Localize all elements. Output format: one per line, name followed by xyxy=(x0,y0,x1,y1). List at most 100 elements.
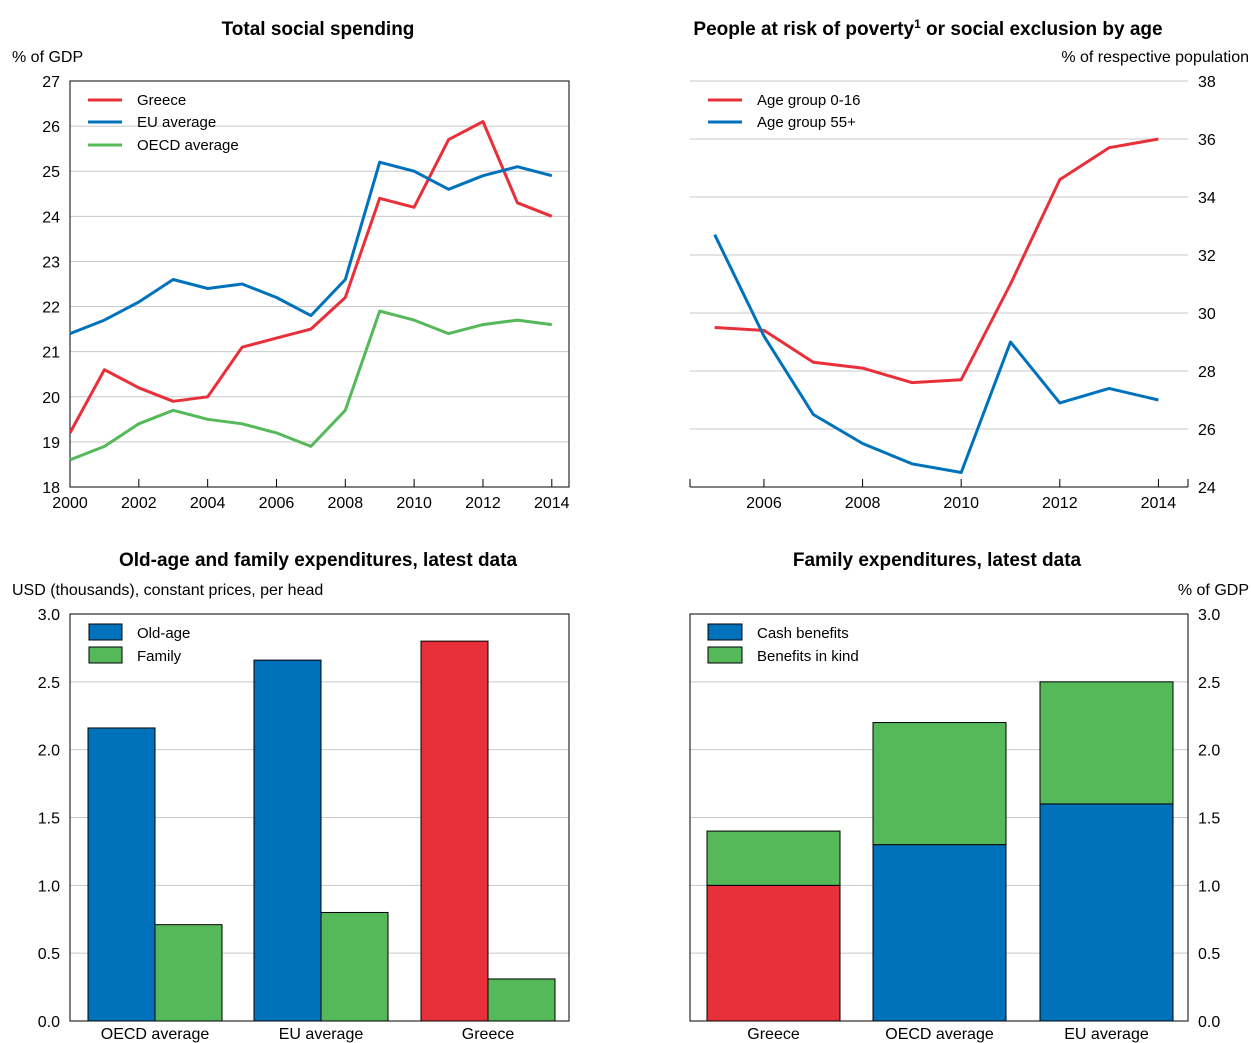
bar-greece-cash-benefits xyxy=(706,884,841,1022)
y-axis-unit: % of GDP xyxy=(12,49,83,66)
y-tick-label: 2.5 xyxy=(38,675,60,692)
x-tick-label: 2008 xyxy=(845,495,881,512)
y-tick-label: 23 xyxy=(42,254,60,271)
y-tick-label: 1.5 xyxy=(38,811,60,828)
legend-label-greece: Greece xyxy=(137,92,186,109)
x-category-label: Greece xyxy=(462,1026,515,1043)
x-tick-label: 2014 xyxy=(534,495,570,512)
y-tick-label: 24 xyxy=(1198,480,1216,497)
x-category-label: EU average xyxy=(279,1026,364,1043)
y-tick-label: 25 xyxy=(42,164,60,181)
plot-frame xyxy=(69,613,570,1022)
chart-title: Family expenditures, latest data xyxy=(793,550,1082,571)
x-tick-label: 2004 xyxy=(190,495,226,512)
legend-label-oecd-average: OECD average xyxy=(137,137,239,154)
x-tick-label: 2010 xyxy=(943,495,979,512)
y-tick-label: 26 xyxy=(1198,422,1216,439)
x-tick-label: 2014 xyxy=(1141,495,1177,512)
y-tick-label: 0.0 xyxy=(1198,1014,1220,1031)
series-line-age-group-0-16 xyxy=(714,137,1159,385)
legend-label-eu-average: EU average xyxy=(137,114,216,131)
series-line-oecd-average xyxy=(69,309,552,462)
series-line-eu-average xyxy=(69,160,553,335)
legend-swatch-old-age xyxy=(88,623,123,641)
chart-title-rest: or social exclusion by age xyxy=(921,19,1163,40)
bar-greece-benefits-in-kind xyxy=(706,830,841,886)
y-tick-label: 2.0 xyxy=(38,743,60,760)
legend-label-old-age: Old-age xyxy=(137,625,190,642)
y-tick-label: 0.5 xyxy=(1198,946,1220,963)
y-axis-unit: % of GDP xyxy=(1178,582,1249,599)
y-tick-label: 0.5 xyxy=(38,946,60,963)
y-tick-label: 2.0 xyxy=(1198,743,1220,760)
y-tick-label: 20 xyxy=(42,390,60,407)
bar-eu-average-benefits-in-kind xyxy=(1039,681,1174,805)
y-tick-label: 26 xyxy=(42,119,60,136)
bar-greece-family xyxy=(487,978,556,1022)
y-tick-label: 1.5 xyxy=(1198,811,1220,828)
y-tick-label: 32 xyxy=(1198,248,1216,265)
y-axis-unit: USD (thousands), constant prices, per he… xyxy=(12,582,323,599)
legend: Age group 0-16 Age group 55+ xyxy=(708,92,860,131)
legend-label-benefits-in-kind: Benefits in kind xyxy=(757,648,859,665)
y-tick-label: 21 xyxy=(42,345,60,362)
x-category-label: Greece xyxy=(747,1026,800,1043)
y-axis-unit: % of respective population xyxy=(1061,49,1249,66)
panel-total-social-spending: Total social spending % of GDP 18 19 20 21 2… xyxy=(12,19,570,512)
y-tick-label: 1.0 xyxy=(1198,878,1220,895)
bar-eu-average-cash-benefits xyxy=(1039,803,1174,1022)
legend-swatch-cash-benefits xyxy=(707,623,743,641)
plot-frame xyxy=(689,613,1189,1022)
footnote-marker: 1 xyxy=(914,17,921,31)
legend-label-age-55-plus: Age group 55+ xyxy=(757,114,856,131)
legend: Cash benefits Benefits in kind xyxy=(707,623,859,665)
x-tick-label: 2012 xyxy=(465,495,501,512)
y-tick-label: 24 xyxy=(42,209,60,226)
bar-oecd-average-cash-benefits xyxy=(872,844,1007,1022)
panel-risk-of-poverty: People at risk of poverty1 or social exc… xyxy=(689,17,1249,512)
bar-eu-average-family xyxy=(320,911,389,1022)
chart-title: People at risk of poverty1 or social exc… xyxy=(693,17,1162,40)
legend: Old-age Family xyxy=(88,623,190,665)
x-tick-label: 2010 xyxy=(396,495,432,512)
x-tick-label: 2012 xyxy=(1042,495,1078,512)
panel-family-expenditures: Family expenditures, latest data % of GD… xyxy=(689,550,1249,1043)
x-tick-label: 2008 xyxy=(328,495,364,512)
x-category-label: OECD average xyxy=(885,1026,994,1043)
bar-eu-average-old-age xyxy=(253,659,322,1022)
y-tick-label: 22 xyxy=(42,300,60,317)
plot-frame xyxy=(69,80,570,488)
x-tick-label: 2000 xyxy=(52,495,88,512)
x-tick-label: 2002 xyxy=(121,495,157,512)
bar-oecd-average-benefits-in-kind xyxy=(872,722,1007,846)
y-tick-label: 19 xyxy=(42,435,60,452)
bar-oecd-average-old-age xyxy=(87,727,156,1022)
y-tick-label: 3.0 xyxy=(1198,607,1220,624)
y-tick-label: 3.0 xyxy=(38,607,60,624)
x-tick-label: 2006 xyxy=(259,495,295,512)
y-tick-label: 1.0 xyxy=(38,878,60,895)
legend-label-family: Family xyxy=(137,648,182,665)
y-tick-label: 38 xyxy=(1198,74,1216,91)
y-tick-label: 28 xyxy=(1198,364,1216,381)
legend-swatch-family xyxy=(88,646,123,664)
bar-greece-old-age xyxy=(420,640,489,1022)
chart-title: Total social spending xyxy=(222,19,415,40)
y-tick-label: 34 xyxy=(1198,190,1216,207)
legend: Greece EU average OECD average xyxy=(88,92,239,154)
y-tick-label: 0.0 xyxy=(38,1014,60,1031)
x-category-label: EU average xyxy=(1064,1026,1149,1043)
y-tick-label: 27 xyxy=(42,74,60,91)
chart-title-main: People at risk of poverty xyxy=(693,19,914,40)
series-line-greece xyxy=(68,120,553,434)
legend-swatch-benefits-in-kind xyxy=(707,646,743,664)
chart-title: Old-age and family expenditures, latest … xyxy=(119,550,517,571)
y-tick-label: 2.5 xyxy=(1198,675,1220,692)
bar-oecd-average-family xyxy=(154,924,223,1022)
series-line-age-group-55 xyxy=(713,234,1159,474)
y-tick-label: 18 xyxy=(42,480,60,497)
x-tick-label: 2006 xyxy=(746,495,782,512)
legend-label-age-0-16: Age group 0-16 xyxy=(757,92,860,109)
x-category-label: OECD average xyxy=(101,1026,210,1043)
